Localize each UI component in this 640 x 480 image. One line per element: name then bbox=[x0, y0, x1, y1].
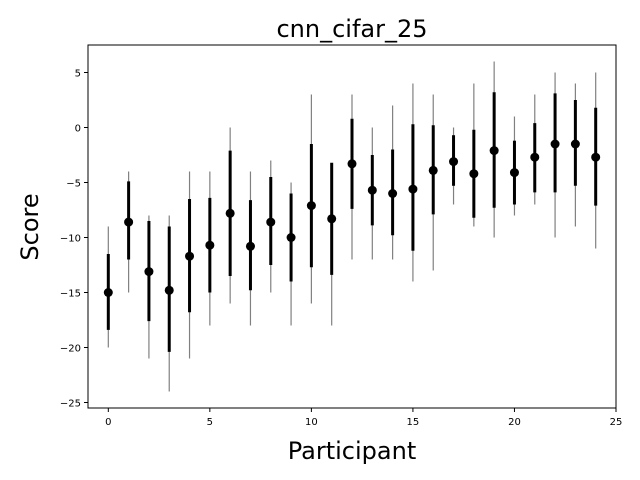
point bbox=[286, 233, 296, 242]
point bbox=[408, 184, 418, 194]
point bbox=[225, 208, 235, 218]
x-tick-label: 20 bbox=[508, 417, 521, 428]
point bbox=[205, 240, 215, 250]
x-tick-label: 0 bbox=[105, 417, 111, 428]
point bbox=[469, 169, 479, 179]
point bbox=[266, 217, 276, 227]
point bbox=[570, 139, 580, 149]
point bbox=[327, 214, 337, 224]
y-tick-label: −10 bbox=[60, 234, 81, 245]
point bbox=[306, 201, 316, 211]
chart-title: cnn_cifar_25 bbox=[276, 15, 427, 43]
point bbox=[347, 159, 357, 169]
x-axis-label: Participant bbox=[288, 437, 416, 465]
x-tick-label: 10 bbox=[305, 417, 318, 428]
x-tick-label: 25 bbox=[610, 417, 623, 428]
point bbox=[428, 165, 438, 175]
x-tick-label: 5 bbox=[207, 417, 213, 428]
point bbox=[144, 267, 154, 277]
point bbox=[388, 189, 398, 198]
point bbox=[530, 152, 540, 162]
point bbox=[591, 152, 601, 162]
y-tick-label: −5 bbox=[66, 179, 81, 190]
y-tick-label: −20 bbox=[60, 344, 81, 355]
y-tick-label: −25 bbox=[60, 399, 81, 410]
point bbox=[245, 241, 255, 251]
point bbox=[550, 139, 560, 149]
point bbox=[367, 185, 377, 195]
y-axis-label: Score bbox=[16, 193, 44, 260]
point bbox=[164, 285, 174, 295]
point bbox=[124, 217, 134, 227]
point bbox=[185, 251, 195, 261]
y-tick-label: 5 bbox=[75, 69, 81, 80]
y-tick-label: 0 bbox=[75, 124, 81, 135]
point bbox=[103, 288, 113, 297]
point bbox=[509, 168, 519, 178]
plot-frame bbox=[87, 44, 617, 409]
y-tick-label: −15 bbox=[60, 289, 81, 300]
point bbox=[449, 157, 459, 167]
point bbox=[489, 146, 499, 156]
x-tick-label: 15 bbox=[407, 417, 420, 428]
